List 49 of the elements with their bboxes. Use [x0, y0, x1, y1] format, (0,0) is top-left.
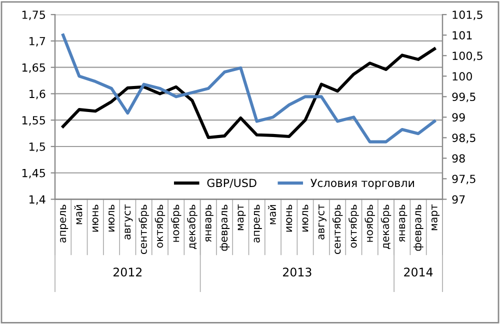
x-tick-label: октябрь	[348, 204, 359, 248]
x-tick-label: апрель	[254, 204, 262, 243]
x-tick-label: май	[74, 205, 82, 224]
y-tick-label: 1,7	[30, 37, 46, 46]
y2-tick-label: 100	[452, 72, 472, 81]
y2-tick-label: 99,5	[452, 92, 476, 102]
legend-label: GBP/USD	[207, 178, 256, 188]
x-tick-label: март	[238, 204, 246, 230]
x-tick-label: сентябрь	[138, 204, 149, 254]
y-tick-label: 1,75	[22, 10, 45, 20]
x-tick-label: сентябрь	[332, 204, 343, 254]
line-series	[62, 34, 436, 144]
y-tick-label: 1,4	[30, 195, 46, 205]
x-tick-label: август	[124, 204, 133, 240]
x-tick-label: декабрь	[380, 204, 392, 250]
x-tick-label: январь	[399, 204, 408, 242]
x-tick-label: февраль	[220, 204, 230, 251]
y-tick-label: 1,5	[30, 142, 45, 152]
y2-tick-label: 97,5	[452, 174, 476, 184]
text: 2014	[404, 268, 433, 277]
x-tick-label: август	[318, 204, 326, 240]
legend-label: Условия торговли	[310, 178, 414, 190]
x-tick-label: март	[431, 204, 440, 230]
text: 2013	[283, 268, 312, 277]
x-tick-label: июнь	[286, 204, 292, 232]
y2-tick-label: 98,5	[452, 134, 476, 144]
y-tick-label: 1,65	[22, 63, 45, 73]
y2-tick-label: 98	[452, 154, 465, 163]
y2-tick-label: 101	[452, 31, 472, 40]
x-tick-label: ноябрь	[364, 204, 375, 242]
y-tick-label: 1,55	[22, 116, 45, 126]
x-tick-label: октябрь	[154, 204, 166, 248]
line-series	[62, 47, 436, 140]
x-tick-label: июль	[108, 204, 115, 232]
text: 2012	[114, 268, 142, 277]
x-tick-label: май	[268, 205, 276, 224]
x-tick-label: июль	[302, 204, 308, 232]
x-tick-label: декабрь	[187, 204, 198, 250]
y-tick-label: 1,6	[30, 90, 46, 100]
x-tick-label: январь	[205, 204, 214, 242]
x-tick-label: июнь	[92, 204, 98, 232]
x-tick-label: февраль	[414, 204, 424, 251]
y-tick-label: 1,45	[22, 169, 45, 178]
y2-tick-label: 101,5	[452, 10, 482, 20]
x-tick-label: ноябрь	[170, 204, 182, 242]
y2-tick-label: 97	[452, 195, 465, 204]
y2-tick-label: 100,5	[452, 52, 482, 62]
x-tick-label: апрель	[60, 204, 68, 243]
y2-tick-label: 99	[452, 113, 465, 122]
